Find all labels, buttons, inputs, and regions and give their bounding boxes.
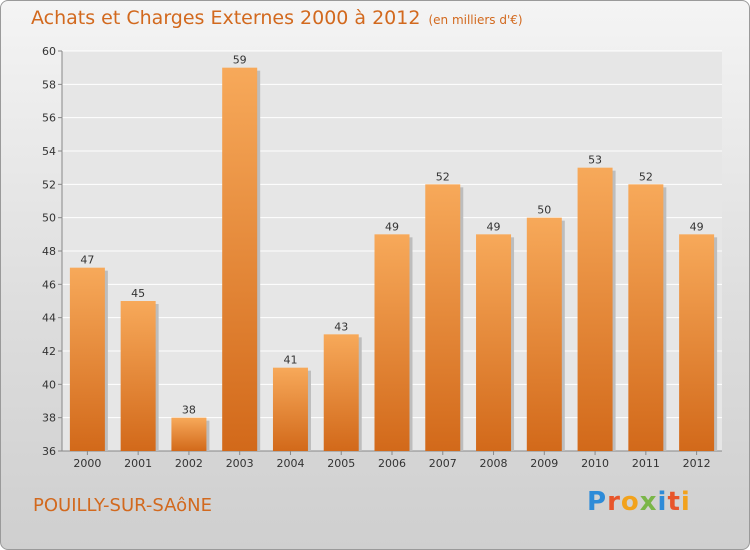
x-tick-label: 2003 bbox=[226, 457, 254, 470]
y-tick-label: 44 bbox=[42, 312, 56, 325]
logo-letter: r bbox=[607, 487, 621, 517]
bar-value-label: 53 bbox=[588, 154, 602, 167]
bar bbox=[577, 167, 613, 451]
place-name: POUILLY-SUR-SAôNE bbox=[33, 495, 213, 516]
y-tick-label: 56 bbox=[42, 112, 56, 125]
logo-letter: x bbox=[639, 487, 658, 517]
bar bbox=[272, 367, 308, 451]
bar bbox=[222, 67, 258, 452]
x-tick-label: 2012 bbox=[683, 457, 711, 470]
y-tick-label: 54 bbox=[42, 145, 56, 158]
bar-value-label: 50 bbox=[537, 204, 551, 217]
logo-letter: i bbox=[657, 487, 668, 517]
x-tick-label: 2006 bbox=[378, 457, 406, 470]
logo-letter: i bbox=[680, 487, 691, 517]
bar-value-label: 47 bbox=[80, 254, 94, 267]
x-tick-label: 2010 bbox=[581, 457, 609, 470]
bar-value-label: 52 bbox=[436, 170, 450, 183]
bar bbox=[425, 184, 461, 452]
x-tick-label: 2002 bbox=[175, 457, 203, 470]
bar-value-label: 59 bbox=[233, 54, 247, 67]
title-text: Achats et Charges Externes 2000 à 2012 bbox=[31, 7, 421, 29]
x-tick-label: 2011 bbox=[632, 457, 660, 470]
bar bbox=[323, 334, 359, 451]
y-tick-label: 52 bbox=[42, 178, 56, 191]
bar bbox=[526, 217, 562, 451]
y-tick-label: 48 bbox=[42, 245, 56, 258]
bar-value-label: 43 bbox=[334, 320, 348, 333]
y-tick-label: 36 bbox=[42, 445, 56, 458]
bar-value-label: 38 bbox=[182, 404, 196, 417]
x-tick-label: 2004 bbox=[276, 457, 304, 470]
logo-letter: t bbox=[667, 487, 681, 517]
x-tick-label: 2009 bbox=[530, 457, 558, 470]
bar bbox=[628, 184, 664, 452]
bar-value-label: 49 bbox=[385, 220, 399, 233]
y-tick-label: 42 bbox=[42, 345, 56, 358]
bar bbox=[69, 267, 105, 451]
x-tick-label: 2005 bbox=[327, 457, 355, 470]
x-tick-label: 2007 bbox=[429, 457, 457, 470]
bar bbox=[120, 301, 156, 451]
y-tick-label: 58 bbox=[42, 78, 56, 91]
bar bbox=[171, 417, 207, 451]
bar-value-label: 49 bbox=[487, 220, 501, 233]
title-unit: (en milliers d'€) bbox=[428, 13, 523, 27]
y-tick-label: 50 bbox=[42, 212, 56, 225]
proxiti-logo: Proxiti bbox=[587, 487, 691, 517]
y-tick-label: 60 bbox=[42, 45, 56, 58]
bar bbox=[374, 234, 410, 451]
x-tick-label: 2001 bbox=[124, 457, 152, 470]
y-tick-label: 40 bbox=[42, 378, 56, 391]
x-tick-label: 2000 bbox=[73, 457, 101, 470]
chart-title: Achats et Charges Externes 2000 à 2012 (e… bbox=[31, 7, 523, 29]
bar-value-label: 41 bbox=[283, 354, 297, 367]
bar bbox=[476, 234, 512, 451]
bar-value-label: 49 bbox=[690, 220, 704, 233]
x-tick-label: 2008 bbox=[480, 457, 508, 470]
bar bbox=[679, 234, 715, 451]
logo-letter: P bbox=[587, 487, 608, 517]
y-tick-label: 38 bbox=[42, 412, 56, 425]
logo-letter: o bbox=[620, 487, 640, 517]
bar-value-label: 52 bbox=[639, 170, 653, 183]
bar-value-label: 45 bbox=[131, 287, 145, 300]
y-tick-label: 46 bbox=[42, 278, 56, 291]
